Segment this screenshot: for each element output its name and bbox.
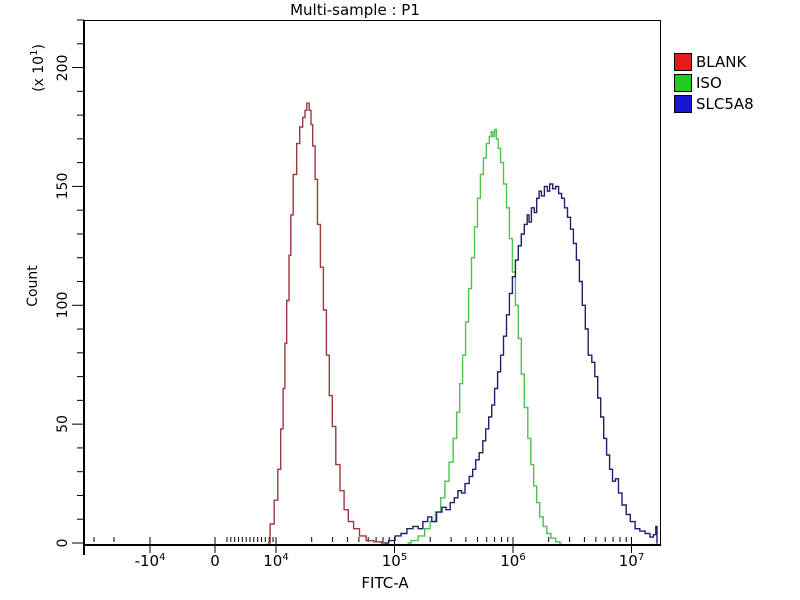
legend-swatch-icon (674, 74, 692, 92)
chart-title: Multi-sample : P1 (290, 1, 420, 19)
y-tick-label: 100 (55, 291, 71, 319)
y-tick-label: 150 (55, 173, 71, 200)
histogram-curve-slc5a8 (385, 183, 658, 544)
x-tick-label: 107 (618, 552, 645, 570)
legend-label: ISO (696, 74, 722, 92)
y-axis-unit-label: (x 101) (29, 44, 47, 92)
plot-area (83, 20, 661, 546)
legend-item-iso: ISO (674, 74, 754, 92)
legend-swatch-icon (674, 53, 692, 71)
histogram-curve-blank (267, 102, 385, 544)
legend-item-slc5a8: SLC5A8 (674, 95, 754, 113)
legend: BLANK ISO SLC5A8 (674, 53, 754, 116)
legend-swatch-icon (674, 95, 692, 113)
y-tick-label: 50 (55, 415, 71, 434)
x-tick-label: 0 (210, 552, 220, 570)
x-tick-label: 105 (381, 552, 408, 570)
legend-label: BLANK (696, 53, 747, 71)
x-tick-label: 104 (263, 552, 289, 570)
y-axis-title: Count (25, 265, 41, 307)
x-tick-label: -104 (134, 552, 166, 570)
histogram-curve-iso (407, 128, 562, 544)
legend-item-blank: BLANK (674, 53, 754, 71)
x-tick-label: 106 (500, 552, 526, 570)
legend-label: SLC5A8 (696, 95, 754, 113)
y-tick-label: 200 (55, 54, 71, 81)
y-tick-label: 0 (55, 538, 71, 548)
x-axis-title: FITC-A (361, 574, 409, 592)
